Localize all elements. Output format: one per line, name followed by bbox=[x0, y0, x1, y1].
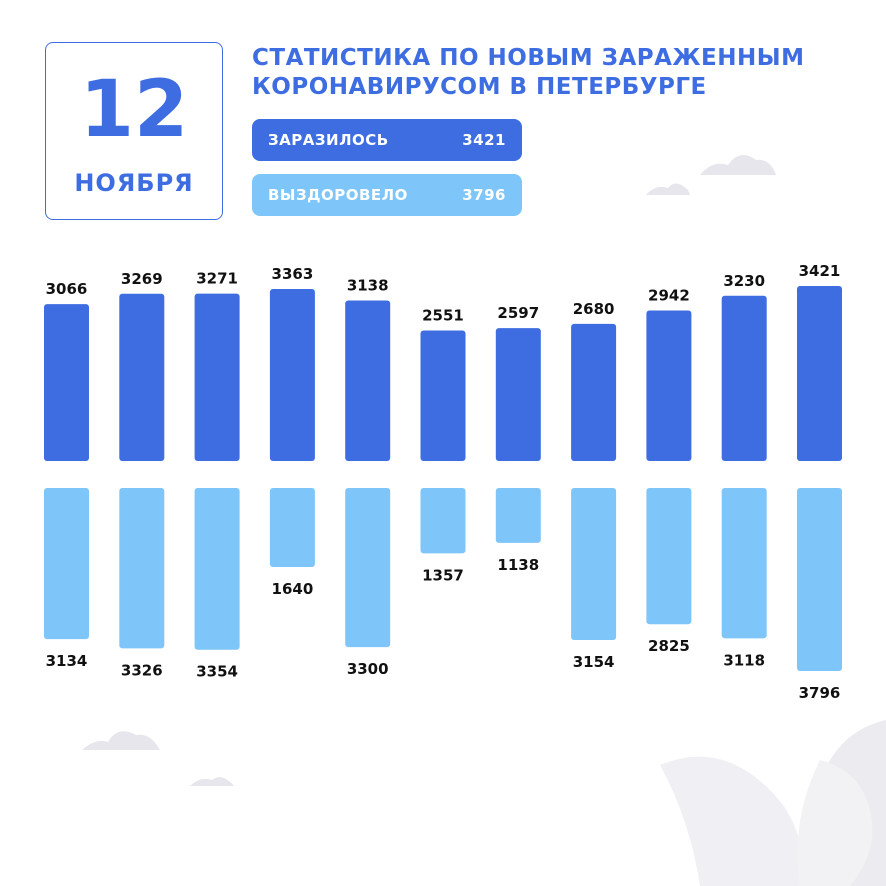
bar-recovered bbox=[571, 488, 617, 641]
value-label-recovered: 3118 bbox=[723, 651, 765, 669]
value-label-infected: 3269 bbox=[121, 270, 163, 288]
value-label-recovered: 1640 bbox=[272, 580, 314, 598]
date-label: 06.11 bbox=[424, 469, 462, 483]
bar-infected bbox=[269, 288, 315, 461]
value-label-infected: 3066 bbox=[46, 280, 88, 298]
date-label: 04.11 bbox=[273, 469, 311, 483]
date-label: 07.11 bbox=[499, 469, 537, 483]
legend-infected-value: 3421 bbox=[462, 131, 506, 149]
bar-infected bbox=[44, 304, 89, 461]
value-label-infected: 3138 bbox=[347, 276, 389, 294]
bar-infected bbox=[646, 310, 692, 461]
cloud-icon bbox=[82, 731, 160, 750]
bar-recovered bbox=[269, 488, 315, 568]
value-label-recovered: 3300 bbox=[347, 660, 389, 678]
legend-infected: ЗАРАЗИЛОСЬ 3421 bbox=[252, 119, 522, 161]
leaf-icon bbox=[660, 756, 802, 886]
leaf-icon bbox=[797, 760, 873, 886]
date-day: 12 bbox=[79, 65, 189, 155]
value-label-recovered: 3134 bbox=[46, 652, 88, 670]
value-label-recovered: 2825 bbox=[648, 637, 690, 655]
value-label-recovered: 3154 bbox=[573, 653, 615, 671]
bar-recovered bbox=[420, 488, 466, 554]
bar-infected bbox=[797, 286, 842, 461]
value-label-infected: 2597 bbox=[497, 304, 539, 322]
legend-recovered: ВЫЗДОРОВЕЛО 3796 bbox=[252, 174, 522, 216]
date-label: 02.11 bbox=[123, 469, 161, 483]
date-label: 10.11 bbox=[725, 469, 763, 483]
bar-recovered bbox=[119, 488, 165, 649]
bar-infected bbox=[194, 293, 240, 461]
bar-infected bbox=[721, 295, 767, 461]
date-label: 03.11 bbox=[198, 469, 236, 483]
date-label: 05.11 bbox=[349, 469, 387, 483]
cloud-icon bbox=[700, 155, 776, 175]
value-label-infected: 2680 bbox=[573, 300, 615, 318]
title-line-2: КОРОНАВИРУСОМ В ПЕТЕРБУРГЕ bbox=[252, 74, 707, 100]
date-label: 08.11 bbox=[575, 469, 613, 483]
value-label-infected: 3421 bbox=[799, 262, 841, 280]
bar-recovered bbox=[797, 488, 842, 671]
value-label-infected: 3230 bbox=[723, 272, 765, 290]
date-label: 11.11 bbox=[801, 469, 839, 483]
bar-infected bbox=[420, 330, 466, 461]
bar-infected bbox=[119, 293, 165, 461]
bar-recovered bbox=[495, 488, 541, 543]
legend-recovered-label: ВЫЗДОРОВЕЛО bbox=[268, 186, 408, 204]
bar-recovered bbox=[194, 488, 240, 650]
value-label-infected: 2551 bbox=[422, 307, 464, 325]
bar-infected bbox=[345, 300, 391, 461]
cloud-icon bbox=[190, 777, 234, 786]
legend-recovered-value: 3796 bbox=[462, 186, 506, 204]
bar-recovered bbox=[721, 488, 767, 639]
bar-infected bbox=[495, 328, 541, 461]
title-line-1: СТАТИСТИКА ПО НОВЫМ ЗАРАЖЕННЫМ bbox=[252, 45, 805, 71]
value-label-recovered: 3354 bbox=[196, 663, 238, 681]
bar-recovered bbox=[345, 488, 391, 648]
value-label-infected: 3363 bbox=[272, 265, 314, 283]
value-label-infected: 2942 bbox=[648, 287, 690, 305]
page-title: СТАТИСТИКА ПО НОВЫМ ЗАРАЖЕННЫМ КОРОНАВИР… bbox=[252, 44, 852, 102]
value-label-recovered: 3326 bbox=[121, 661, 163, 679]
date-card: 12 НОЯБРЯ bbox=[45, 42, 223, 220]
cloud-icon bbox=[646, 183, 690, 195]
date-label: 09.11 bbox=[650, 469, 688, 483]
date-month: НОЯБРЯ bbox=[74, 169, 194, 197]
value-label-recovered: 1357 bbox=[422, 566, 464, 584]
bar-recovered bbox=[646, 488, 692, 625]
bar-recovered bbox=[44, 488, 89, 640]
date-label: 01.11 bbox=[48, 469, 86, 483]
value-label-infected: 3271 bbox=[196, 270, 238, 288]
value-label-recovered: 3796 bbox=[799, 684, 841, 702]
value-label-recovered: 1138 bbox=[497, 556, 539, 574]
legend-infected-label: ЗАРАЗИЛОСЬ bbox=[268, 131, 389, 149]
bar-infected bbox=[571, 323, 617, 461]
